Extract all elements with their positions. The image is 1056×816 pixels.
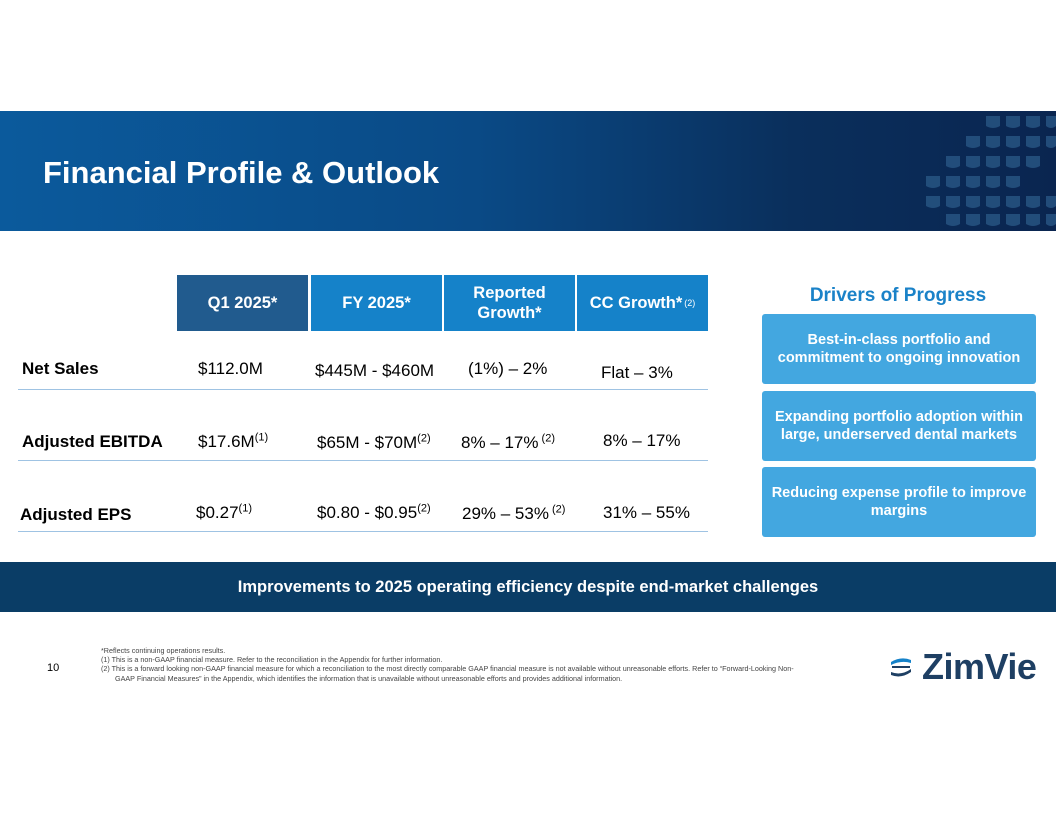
drivers-title: Drivers of Progress (809, 285, 987, 306)
cell-value: 8% – 17% (603, 431, 681, 450)
zimvie-mark-icon (891, 658, 911, 677)
driver-text: Reducing expense profile to improve marg… (771, 485, 1027, 519)
row-divider (18, 389, 708, 390)
driver-box: Reducing expense profile to improve marg… (762, 467, 1036, 537)
row-label-adjusted-ebitda: Adjusted EBITDA (22, 432, 163, 451)
cell-value: $65M - $70M (317, 433, 418, 452)
cell-net-sales-fy: $445M - $460M (315, 361, 434, 381)
column-header-q1-2025: Q1 2025* (177, 275, 308, 331)
footnote-ref: (1) (238, 502, 252, 515)
cell-value: Flat – 3% (601, 363, 673, 382)
driver-text: Best-in-class portfolio and commitment t… (777, 332, 1021, 366)
footnote-ref: (1) (254, 431, 269, 444)
decorative-pattern (926, 116, 1056, 226)
row-label-adjusted-eps: Adjusted EPS (20, 505, 132, 524)
summary-banner: Improvements to 2025 operating efficienc… (0, 562, 1056, 612)
cell-eps-reported: 29% – 53% (2) (462, 504, 565, 524)
logo-text: ZimVie (922, 646, 1037, 687)
page-number: 10 (47, 662, 60, 674)
cell-net-sales-cc: Flat – 3% (601, 363, 673, 383)
cell-value: 8% – 17% (461, 433, 539, 452)
cell-value: 31% – 55% (603, 503, 690, 522)
header-footnote-ref: (2) (684, 298, 696, 308)
cell-ebitda-reported: 8% – 17% (2) (461, 433, 555, 453)
cell-value: $445M - $460M (315, 361, 435, 380)
column-header-fy-2025: FY 2025* (311, 275, 442, 331)
row-divider (18, 531, 708, 532)
footnote: (1) This is a non-GAAP financial measure… (101, 655, 443, 665)
cell-ebitda-q1: $17.6M(1) (198, 432, 268, 452)
cell-eps-fy: $0.80 - $0.95(2) (317, 503, 431, 523)
title-banner (0, 111, 1056, 231)
cell-ebitda-cc: 8% – 17% (603, 431, 681, 451)
footnote: (2) This is a forward looking non-GAAP f… (101, 664, 794, 674)
row-label-net-sales: Net Sales (22, 359, 99, 378)
cell-net-sales-reported: (1%) – 2% (468, 359, 547, 379)
cell-ebitda-fy: $65M - $70M(2) (317, 433, 431, 453)
footnote: *Reflects continuing operations results. (101, 646, 226, 655)
column-header-reported-growth: Reported Growth* (444, 275, 575, 331)
footnote: GAAP Financial Measures” in the Appendix… (115, 673, 623, 683)
footnote-ref: (2) (417, 502, 431, 515)
cell-net-sales-q1: $112.0M (198, 359, 263, 379)
cell-value: $0.80 - $0.95 (317, 503, 418, 522)
footnotes: *Reflects continuing operations results.… (101, 646, 851, 683)
summary-text: Improvements to 2025 operating efficienc… (237, 577, 819, 596)
header-label: FY 2025* (342, 294, 411, 312)
cell-value: 29% – 53% (462, 504, 549, 523)
driver-box: Expanding portfolio adoption within larg… (762, 391, 1036, 461)
cell-value: $0.27 (196, 503, 239, 522)
header-label: CC Growth* (589, 294, 683, 312)
footnote-ref: (2) (417, 432, 431, 445)
column-header-cc-growth: CC Growth* (2) (577, 275, 708, 331)
cell-value: $112.0M (198, 359, 263, 378)
cell-value: (1%) – 2% (468, 359, 548, 378)
header-label: Reported Growth* (473, 284, 546, 322)
zimvie-logo: ZimVie (888, 646, 1037, 688)
footnote-ref: (2) (538, 432, 555, 445)
cell-value: $17.6M (198, 432, 255, 451)
row-divider (18, 460, 708, 461)
page-title: Financial Profile & Outlook (43, 155, 440, 190)
footnote-ref: (2) (548, 503, 566, 516)
cell-eps-q1: $0.27(1) (196, 503, 252, 523)
cell-eps-cc: 31% – 55% (603, 503, 690, 523)
header-label: Q1 2025* (207, 294, 278, 312)
driver-box: Best-in-class portfolio and commitment t… (762, 314, 1036, 384)
driver-text: Expanding portfolio adoption within larg… (774, 409, 1024, 443)
